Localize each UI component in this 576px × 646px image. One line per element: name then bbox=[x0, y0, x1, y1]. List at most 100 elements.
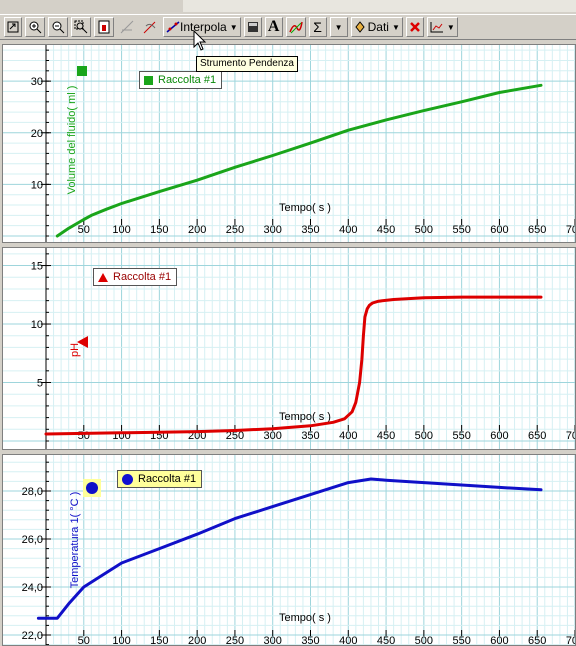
legend-label: Raccolta #1 bbox=[158, 74, 217, 86]
chart-temperature[interactable]: 22,0 24,0 26,0 28,0 50 100 150 200 250 300 350 400 4… bbox=[3, 455, 576, 646]
x-tick-label: 500 bbox=[415, 430, 433, 442]
x-axis-title: Tempo( s ) bbox=[279, 202, 331, 214]
x-tick-label: 200 bbox=[188, 635, 206, 646]
series-marker-circle bbox=[86, 482, 98, 494]
statistics-button[interactable]: Σ bbox=[308, 17, 327, 37]
legend-temperature[interactable]: Raccolta #1 bbox=[117, 470, 203, 488]
y-tick-label: 30 bbox=[31, 76, 43, 88]
dati-label: Dati bbox=[367, 20, 389, 34]
y-tick-label: 10 bbox=[31, 319, 43, 331]
window-strip bbox=[183, 0, 576, 12]
circle-marker-icon bbox=[122, 473, 133, 485]
x-tick-label: 100 bbox=[112, 224, 130, 236]
zoom-box-icon[interactable] bbox=[71, 17, 91, 37]
x-axis-title: Tempo( s ) bbox=[279, 411, 331, 423]
x-tick-label: 350 bbox=[301, 224, 319, 236]
x-tick-label: 300 bbox=[264, 224, 282, 236]
x-tick-label: 400 bbox=[339, 224, 357, 236]
interpolate-icon bbox=[166, 21, 180, 33]
x-tick-label: 700 bbox=[566, 430, 576, 442]
interpola-dropdown[interactable]: Interpola ▼ bbox=[163, 17, 241, 37]
x-tick-label: 200 bbox=[188, 224, 206, 236]
x-tick-label: 500 bbox=[415, 224, 433, 236]
legend-label: Raccolta #1 bbox=[138, 473, 197, 485]
calculator-icon[interactable] bbox=[243, 17, 262, 37]
statistics-dropdown[interactable]: ▼ bbox=[329, 17, 348, 37]
y-tick-label: 26,0 bbox=[22, 534, 43, 546]
graph-panel-ph[interactable]: 5 10 15 50 100 150 200 250 300 350 400 450 500 550 600… bbox=[2, 247, 576, 450]
slope-tool-icon[interactable] bbox=[140, 17, 160, 37]
chart-volume[interactable]: 10 20 30 50 100 150 200 250 300 350 400 450 500 550 60… bbox=[3, 45, 576, 243]
graph-panel-volume[interactable]: 10 20 30 50 100 150 200 250 300 350 400 450 500 550 60… bbox=[2, 44, 576, 243]
toolbar: Interpola ▼ A Σ ▼ Dati ▼ ▼ bbox=[0, 0, 576, 42]
sigma-label: Σ bbox=[313, 19, 322, 35]
x-tick-label: 350 bbox=[301, 430, 319, 442]
graph-panel-temperature[interactable]: 22,0 24,0 26,0 28,0 50 100 150 200 250 300 350 400 4… bbox=[2, 454, 576, 646]
x-tick-label: 50 bbox=[78, 430, 90, 442]
square-marker-icon bbox=[144, 75, 153, 85]
x-tick-label: 500 bbox=[415, 635, 433, 646]
x-tick-label: 550 bbox=[452, 635, 470, 646]
y-tick-label: 20 bbox=[31, 128, 43, 140]
chevron-down-icon: ▼ bbox=[446, 22, 455, 32]
x-tick-label: 50 bbox=[78, 224, 90, 236]
toolbar-row: Interpola ▼ A Σ ▼ Dati ▼ ▼ bbox=[0, 14, 576, 40]
x-tick-label: 250 bbox=[226, 224, 244, 236]
text-tool-label: A bbox=[267, 18, 280, 35]
examine-icon[interactable] bbox=[94, 17, 114, 37]
x-tick-label: 650 bbox=[528, 430, 546, 442]
chevron-down-icon: ▼ bbox=[229, 22, 238, 32]
x-tick-label: 650 bbox=[528, 224, 546, 236]
x-tick-label: 700 bbox=[566, 224, 576, 236]
series-line bbox=[44, 295, 543, 436]
x-tick-label: 250 bbox=[226, 635, 244, 646]
data-icon bbox=[354, 21, 365, 33]
y-tick-label: 28,0 bbox=[22, 486, 43, 498]
autoscale-icon[interactable] bbox=[4, 17, 22, 37]
graph-options-dropdown[interactable]: ▼ bbox=[426, 17, 458, 37]
x-tick-label: 450 bbox=[377, 635, 395, 646]
legend-volume[interactable]: Raccolta #1 bbox=[139, 71, 223, 89]
x-tick-label: 100 bbox=[112, 635, 130, 646]
x-tick-label: 600 bbox=[490, 635, 508, 646]
toolbar-top-strip bbox=[0, 0, 576, 12]
x-tick-label: 150 bbox=[150, 635, 168, 646]
legend-label: Raccolta #1 bbox=[113, 271, 172, 283]
x-tick-label: 550 bbox=[452, 430, 470, 442]
x-tick-label: 650 bbox=[528, 635, 546, 646]
draw-prediction-icon[interactable] bbox=[285, 17, 306, 37]
x-tick-label: 450 bbox=[377, 224, 395, 236]
x-tick-label: 400 bbox=[339, 635, 357, 646]
tangent-icon[interactable] bbox=[117, 17, 137, 37]
x-axis-title: Tempo( s ) bbox=[279, 612, 331, 624]
x-tick-label: 600 bbox=[490, 430, 508, 442]
x-tick-label: 250 bbox=[226, 430, 244, 442]
zoom-out-icon[interactable] bbox=[48, 17, 68, 37]
triangle-marker-icon bbox=[98, 272, 108, 282]
y-axis-title: Temperatura 1( °C ) bbox=[69, 492, 81, 589]
y-tick-label: 15 bbox=[31, 261, 43, 273]
dati-dropdown[interactable]: Dati ▼ bbox=[350, 17, 403, 37]
interpola-label: Interpola bbox=[180, 20, 227, 34]
series-line bbox=[55, 83, 543, 238]
legend-ph[interactable]: Raccolta #1 bbox=[93, 268, 178, 286]
y-tick-label: 10 bbox=[31, 179, 43, 191]
x-tick-label: 300 bbox=[264, 430, 282, 442]
y-axis-title: Volume del fluido( ml ) bbox=[66, 86, 78, 195]
y-tick-label: 5 bbox=[37, 378, 43, 390]
x-tick-label: 550 bbox=[452, 224, 470, 236]
x-tick-label: 350 bbox=[301, 635, 319, 646]
x-tick-label: 150 bbox=[150, 224, 168, 236]
series-line bbox=[36, 477, 543, 620]
x-tick-label: 600 bbox=[490, 224, 508, 236]
close-icon[interactable] bbox=[405, 17, 424, 37]
chevron-down-icon: ▼ bbox=[391, 22, 400, 32]
text-tool-button[interactable]: A bbox=[264, 17, 283, 37]
x-tick-label: 300 bbox=[264, 635, 282, 646]
y-axis-title: pH bbox=[69, 343, 81, 357]
x-tick-label: 450 bbox=[377, 430, 395, 442]
zoom-in-icon[interactable] bbox=[25, 17, 45, 37]
mouse-cursor-icon bbox=[193, 30, 207, 51]
x-tick-label: 700 bbox=[566, 635, 576, 646]
